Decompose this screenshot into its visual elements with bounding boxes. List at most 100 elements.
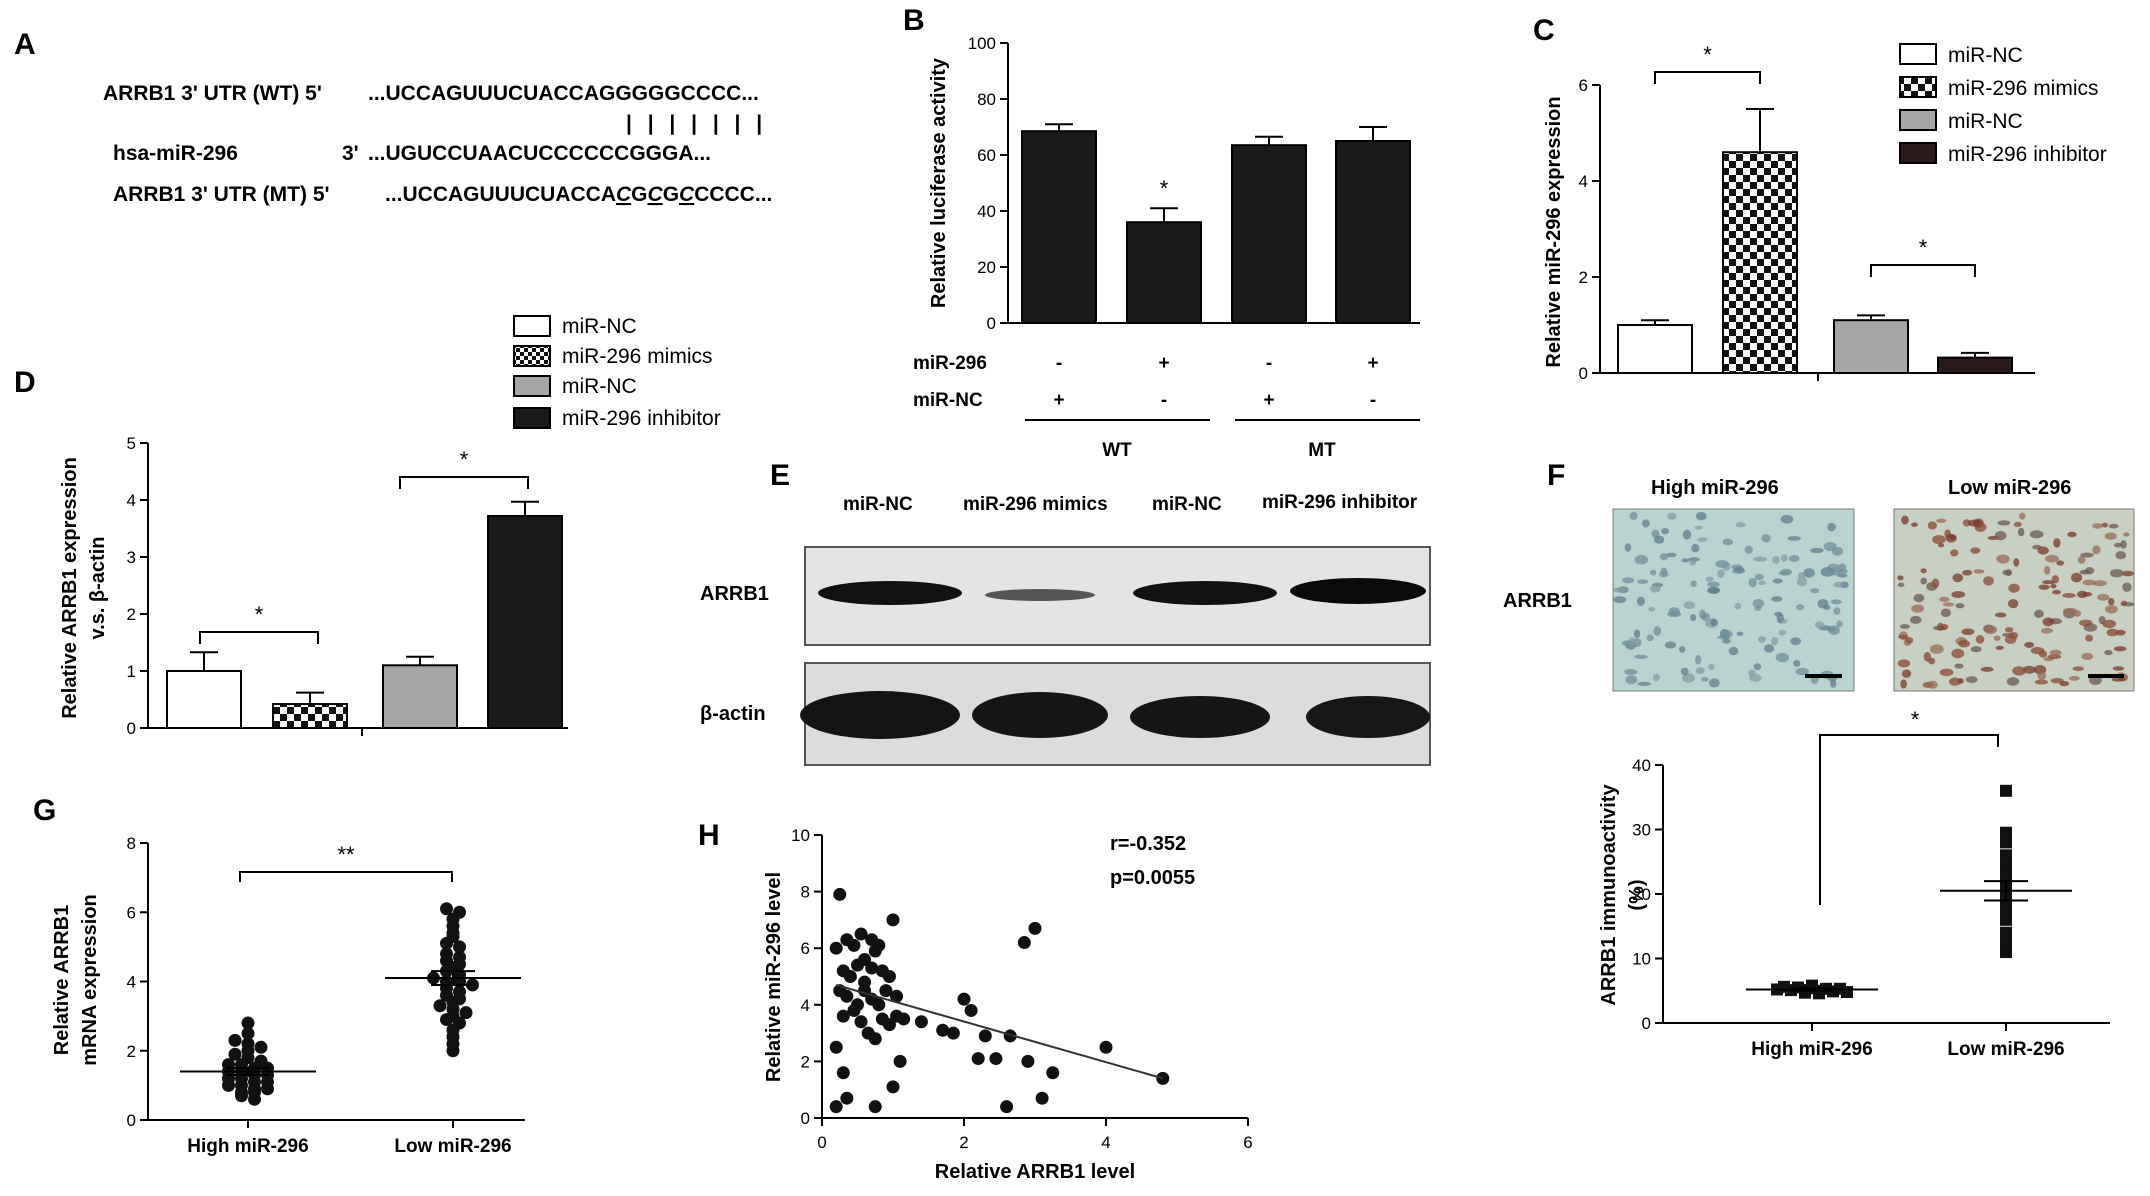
mt-sequence: ...UCCAGUUUCUACCACGCGCCCCC... xyxy=(385,183,772,206)
mt-seq-mutated: C xyxy=(616,183,632,206)
ihc-cell xyxy=(2052,589,2061,595)
ihc-cell xyxy=(1923,651,1931,662)
ihc-cell xyxy=(1634,654,1648,659)
wt-sequence: ...UCCAGUUUCUACCAGGGGGCCCC... xyxy=(368,82,759,105)
legend-swatch xyxy=(1899,43,1937,65)
data-point xyxy=(957,992,971,1006)
ihc-cell xyxy=(1679,646,1686,653)
ihc-cell xyxy=(1905,636,1914,644)
data-point xyxy=(2000,836,2012,849)
bar xyxy=(1937,356,2013,375)
ihc-cell xyxy=(1683,601,1696,610)
x-tick-label: Low miR-296 xyxy=(394,1136,511,1157)
ihc-cell xyxy=(1897,659,1911,668)
data-point xyxy=(254,1054,268,1068)
wt-label: ARRB1 3' UTR (WT) 5' xyxy=(103,82,322,105)
ihc-cell xyxy=(2120,540,2127,549)
ihc-cell xyxy=(1901,515,1909,525)
legend-label: miR-NC xyxy=(562,375,637,398)
data-point xyxy=(1028,921,1042,935)
ihc-cell xyxy=(1661,528,1670,535)
ihc-cell xyxy=(1753,663,1762,671)
y-tick-label: 0 xyxy=(987,314,996,333)
data-point xyxy=(872,998,886,1012)
panel-label-a: A xyxy=(14,28,36,61)
ihc-cell xyxy=(1625,675,1638,685)
ihc-cell xyxy=(1897,582,1905,587)
ihc-cell xyxy=(1827,522,1836,532)
significance-bracket xyxy=(1654,71,1761,84)
ihc-cell xyxy=(1780,568,1793,576)
mir-end: 3' xyxy=(342,142,359,165)
data-point xyxy=(1021,1054,1035,1068)
ihc-cell xyxy=(1735,522,1746,528)
ihc-cell xyxy=(1771,596,1783,602)
ihc-cell xyxy=(1929,644,1944,654)
correlation-r: r=-0.352 xyxy=(1110,833,1186,855)
ihc-cell xyxy=(1649,569,1657,576)
ihc-cell xyxy=(1994,612,2007,618)
y-tick-label: 0 xyxy=(127,1111,136,1130)
x-tick-label: 4 xyxy=(1101,1133,1110,1152)
legend-swatch xyxy=(513,315,551,337)
ihc-cell xyxy=(2045,554,2059,563)
ihc-cell xyxy=(1945,533,1957,543)
data-point xyxy=(964,1003,978,1017)
ihc-cell xyxy=(1900,679,1908,689)
ihc-cell xyxy=(1793,659,1801,667)
ihc-cell xyxy=(1997,520,2011,526)
ihc-cell xyxy=(1775,652,1790,663)
ihc-cell xyxy=(2038,650,2048,658)
data-point xyxy=(228,1047,242,1061)
y-tick-label: 2 xyxy=(127,1042,136,1061)
data-point xyxy=(989,1052,1003,1066)
ihc-cell xyxy=(1699,609,1706,620)
x-tick-label: 2 xyxy=(959,1133,968,1152)
ihc-cell xyxy=(1772,555,1780,564)
ihc-cell xyxy=(1797,572,1806,579)
ihc-cell xyxy=(1707,581,1720,588)
data-point xyxy=(897,1012,911,1026)
ihc-cell xyxy=(1641,519,1650,528)
group-label: WT xyxy=(1102,440,1132,461)
ihc-cell xyxy=(2108,597,2115,606)
significance-star: * xyxy=(1911,707,1920,732)
data-point xyxy=(847,938,861,952)
ihc-cell xyxy=(1948,677,1962,686)
pairing-lines: | | | | | | | xyxy=(626,112,767,135)
ihc-cell xyxy=(1720,629,1733,639)
ihc-cell xyxy=(1790,637,1802,646)
y-tick-label: 100 xyxy=(968,34,996,53)
ihc-cell xyxy=(1837,563,1847,572)
panel-f-ihc-images: High miR-296 Low miR-296 ARRB1 xyxy=(1503,477,2135,692)
data-point xyxy=(879,984,893,998)
ihc-cell xyxy=(2070,572,2083,583)
significance-star: * xyxy=(1160,176,1169,201)
condition-sign: - xyxy=(1056,353,1062,374)
ihc-cell xyxy=(1628,636,1636,647)
ihc-cell xyxy=(1667,512,1677,520)
ihc-cell xyxy=(1624,543,1632,552)
ihc-cell xyxy=(1722,638,1731,644)
mt-seq-mutated: C xyxy=(679,183,695,206)
ihc-cell xyxy=(2108,523,2119,529)
bar xyxy=(487,514,563,730)
blot-band xyxy=(800,691,960,739)
significance-star: * xyxy=(1703,42,1712,67)
ihc-cell xyxy=(2024,641,2035,648)
data-point xyxy=(2000,868,2012,881)
regression-line xyxy=(835,984,1164,1080)
data-point xyxy=(241,1026,255,1040)
ihc-cell xyxy=(1829,568,1841,576)
ihc-cell xyxy=(1939,668,1954,677)
data-point xyxy=(1099,1040,1113,1054)
ihc-cell xyxy=(1932,534,1946,545)
legend-swatch xyxy=(513,375,551,397)
ihc-cell xyxy=(1803,568,1815,578)
y-tick-label: 6 xyxy=(127,903,136,922)
ihc-cell xyxy=(1927,521,1937,530)
ihc-cell xyxy=(2114,542,2122,548)
ihc-cell xyxy=(1927,680,1938,689)
ihc-cell xyxy=(1621,577,1635,584)
